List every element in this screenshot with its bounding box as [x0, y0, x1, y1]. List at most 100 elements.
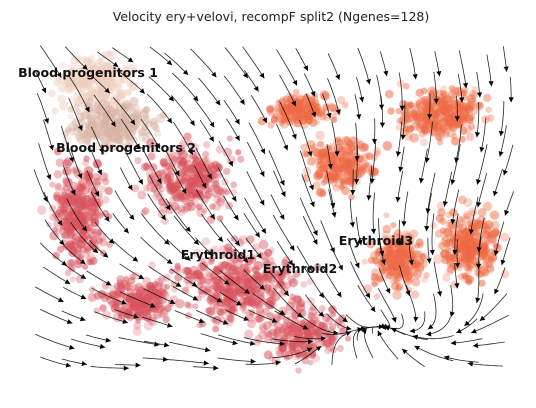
velocity-arrowhead: [396, 197, 401, 202]
cell-point: [404, 133, 412, 141]
cell-point: [88, 293, 97, 302]
velocity-streamline: [471, 315, 509, 333]
cell-point: [279, 327, 286, 334]
cell-point: [212, 202, 221, 211]
cell-point: [68, 114, 74, 120]
cell-point: [142, 114, 149, 121]
cell-point: [296, 94, 305, 103]
velocity-arrowhead: [504, 66, 509, 71]
cell-point: [79, 101, 87, 109]
cell-point: [297, 299, 306, 308]
cell-point: [268, 355, 274, 361]
cell-point: [102, 196, 110, 204]
cell-point: [93, 160, 101, 168]
velocity-arrowhead: [337, 292, 342, 298]
cell-point: [466, 253, 475, 262]
cell-point: [233, 267, 241, 275]
cell-point: [368, 257, 375, 264]
cell-point: [84, 233, 91, 240]
cell-point: [148, 262, 156, 270]
cell-point: [251, 301, 259, 309]
cell-point: [37, 205, 46, 214]
velocity-arrowhead: [350, 222, 355, 227]
cell-point: [85, 248, 91, 254]
cell-point: [227, 135, 233, 141]
cell-point: [143, 294, 152, 303]
cell-point: [230, 182, 237, 189]
cell-point: [430, 222, 437, 229]
cell-point: [237, 156, 244, 163]
velocity-arrowhead: [413, 317, 418, 322]
velocity-arrowhead: [106, 338, 111, 343]
velocity-arrowhead: [366, 195, 371, 200]
cell-point: [439, 103, 447, 111]
cell-point: [321, 92, 330, 101]
cell-point: [462, 275, 471, 284]
cell-point: [235, 277, 243, 285]
velocity-streamline: [40, 309, 72, 323]
cell-point: [313, 181, 321, 189]
cell-point: [435, 134, 442, 141]
velocity-arrowhead: [380, 123, 385, 128]
cell-point: [317, 149, 326, 158]
cell-point: [301, 281, 308, 288]
cell-point: [473, 223, 480, 230]
velocity-arrowhead: [430, 250, 435, 255]
cell-point: [412, 278, 421, 287]
velocity-streamline: [34, 169, 47, 202]
cell-point: [269, 291, 277, 299]
cell-point: [259, 240, 269, 250]
cell-point: [154, 170, 163, 179]
cell-point: [88, 259, 95, 266]
cell-point: [312, 355, 320, 363]
velocity-arrowhead: [509, 97, 514, 102]
cell-point: [217, 215, 223, 221]
cell-point: [301, 144, 308, 151]
cell-point: [130, 304, 136, 310]
cell-point: [466, 133, 474, 141]
cell-point: [319, 305, 326, 312]
cell-point: [184, 267, 192, 275]
velocity-arrowhead: [392, 317, 397, 323]
cell-point: [325, 155, 331, 161]
velocity-arrowhead: [129, 214, 134, 220]
cell-point: [196, 208, 205, 217]
cell-point: [486, 107, 492, 113]
cell-point: [165, 173, 172, 180]
cell-point: [61, 187, 69, 195]
cell-point: [118, 113, 125, 120]
cell-point: [118, 89, 126, 97]
cell-point: [188, 200, 195, 207]
velocity-arrowhead: [215, 100, 220, 106]
velocity-streamline: [225, 47, 248, 78]
cell-point: [192, 303, 198, 309]
velocity-arrowhead: [451, 340, 456, 345]
cell-point: [474, 270, 480, 276]
cell-point: [383, 212, 389, 218]
cell-point: [224, 189, 230, 195]
cell-point: [185, 312, 192, 319]
velocity-arrowhead: [499, 151, 504, 157]
velocity-streamline: [404, 192, 408, 227]
velocity-streamline: [378, 331, 398, 360]
cell-point: [500, 233, 509, 242]
velocity-streamline: [321, 220, 335, 252]
cell-point: [413, 270, 422, 279]
cell-point: [54, 170, 62, 178]
velocity-arrowhead: [476, 179, 481, 185]
cell-point: [297, 114, 304, 121]
cell-point: [487, 114, 495, 122]
cell-point: [211, 166, 218, 173]
cell-point: [99, 238, 107, 246]
cell-point: [131, 184, 139, 192]
cell-point: [288, 324, 296, 332]
velocity-arrowhead: [240, 99, 245, 105]
cell-point: [133, 327, 142, 336]
cell-point: [92, 121, 99, 128]
cell-point: [415, 124, 422, 131]
cell-point: [167, 180, 173, 186]
cell-point: [362, 153, 370, 161]
velocity-arrowhead: [383, 71, 388, 77]
velocity-streamline: [191, 49, 217, 77]
